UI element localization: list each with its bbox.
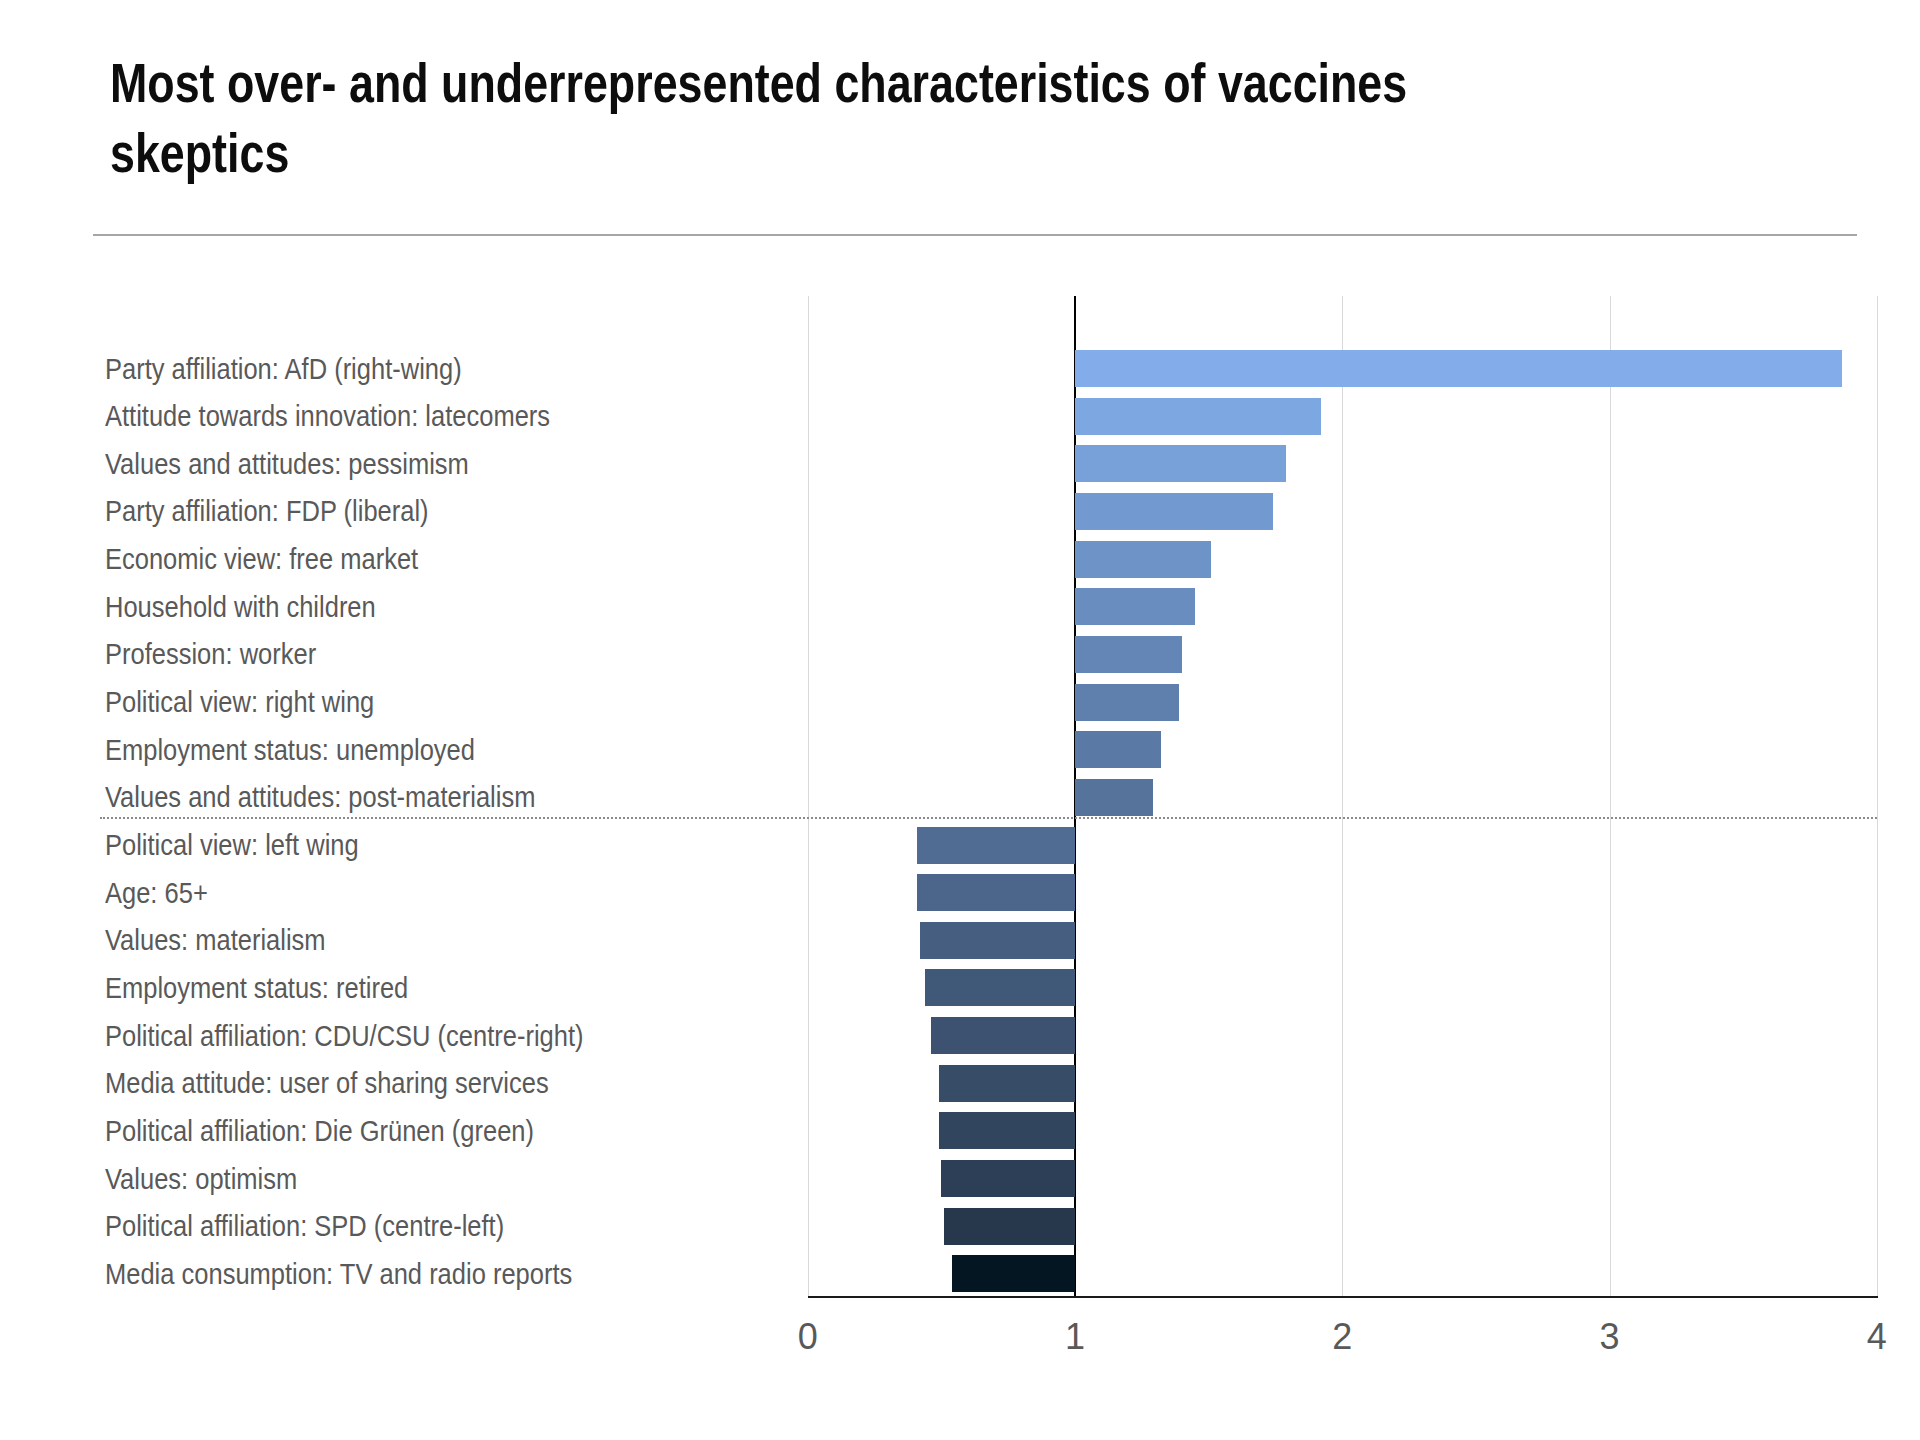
bar-15 — [931, 1017, 1075, 1054]
bar-17 — [939, 1112, 1075, 1149]
category-label-5: Economic view: free market — [105, 541, 418, 578]
chart-title-line-1: Most over- and underrepresented characte… — [110, 48, 1407, 118]
bar-12 — [917, 874, 1075, 911]
bar-9 — [1075, 731, 1161, 768]
category-label-18: Values: optimism — [105, 1160, 297, 1197]
bar-2 — [1075, 398, 1321, 435]
bar-13 — [920, 922, 1075, 959]
bar-14 — [925, 969, 1075, 1006]
bar-3 — [1075, 445, 1286, 482]
category-label-1: Party affiliation: AfD (right-wing) — [105, 350, 462, 387]
x-tick-label-3: 3 — [1570, 1316, 1650, 1358]
category-label-2: Attitude towards innovation: latecomers — [105, 398, 550, 435]
x-axis-line — [808, 1296, 1878, 1298]
category-label-8: Political view: right wing — [105, 684, 374, 721]
category-label-19: Political affiliation: SPD (centre-left) — [105, 1208, 504, 1245]
category-label-13: Values: materialism — [105, 922, 326, 959]
category-label-14: Employment status: retired — [105, 969, 408, 1006]
category-label-11: Political view: left wing — [105, 827, 359, 864]
chart-title: Most over- and underrepresented characte… — [110, 48, 1407, 188]
bar-5 — [1075, 541, 1211, 578]
gridline-x-0 — [808, 296, 809, 1296]
bar-7 — [1075, 636, 1182, 673]
category-label-9: Employment status: unemployed — [105, 731, 475, 768]
gridline-x-2 — [1342, 296, 1343, 1296]
category-label-15: Political affiliation: CDU/CSU (centre-r… — [105, 1017, 584, 1054]
gridline-x-4 — [1877, 296, 1878, 1296]
category-label-16: Media attitude: user of sharing services — [105, 1065, 549, 1102]
category-label-20: Media consumption: TV and radio reports — [105, 1255, 572, 1292]
slide: Most over- and underrepresented characte… — [0, 0, 1920, 1440]
x-tick-label-0: 0 — [768, 1316, 848, 1358]
bar-4 — [1075, 493, 1273, 530]
gridline-x-3 — [1610, 296, 1611, 1296]
x-tick-label-4: 4 — [1837, 1316, 1917, 1358]
bar-19 — [944, 1208, 1075, 1245]
bar-11 — [917, 827, 1075, 864]
category-label-3: Values and attitudes: pessimism — [105, 445, 469, 482]
category-label-10: Values and attitudes: post-materialism — [105, 779, 535, 816]
category-label-4: Party affiliation: FDP (liberal) — [105, 493, 429, 530]
title-divider-line — [93, 234, 1857, 236]
chart-title-line-2: skeptics — [110, 118, 1407, 188]
bar-18 — [941, 1160, 1075, 1197]
bar-1 — [1075, 350, 1842, 387]
x-tick-label-1: 1 — [1035, 1316, 1115, 1358]
bar-16 — [939, 1065, 1075, 1102]
group-divider-dotted-line — [100, 817, 1877, 819]
category-label-17: Political affiliation: Die Grünen (green… — [105, 1112, 534, 1149]
category-label-12: Age: 65+ — [105, 874, 208, 911]
bar-8 — [1075, 684, 1179, 721]
x-tick-label-2: 2 — [1302, 1316, 1382, 1358]
bar-10 — [1075, 779, 1153, 816]
bar-20 — [952, 1255, 1075, 1292]
bar-6 — [1075, 588, 1195, 625]
category-label-7: Profession: worker — [105, 636, 316, 673]
category-label-6: Household with children — [105, 588, 376, 625]
